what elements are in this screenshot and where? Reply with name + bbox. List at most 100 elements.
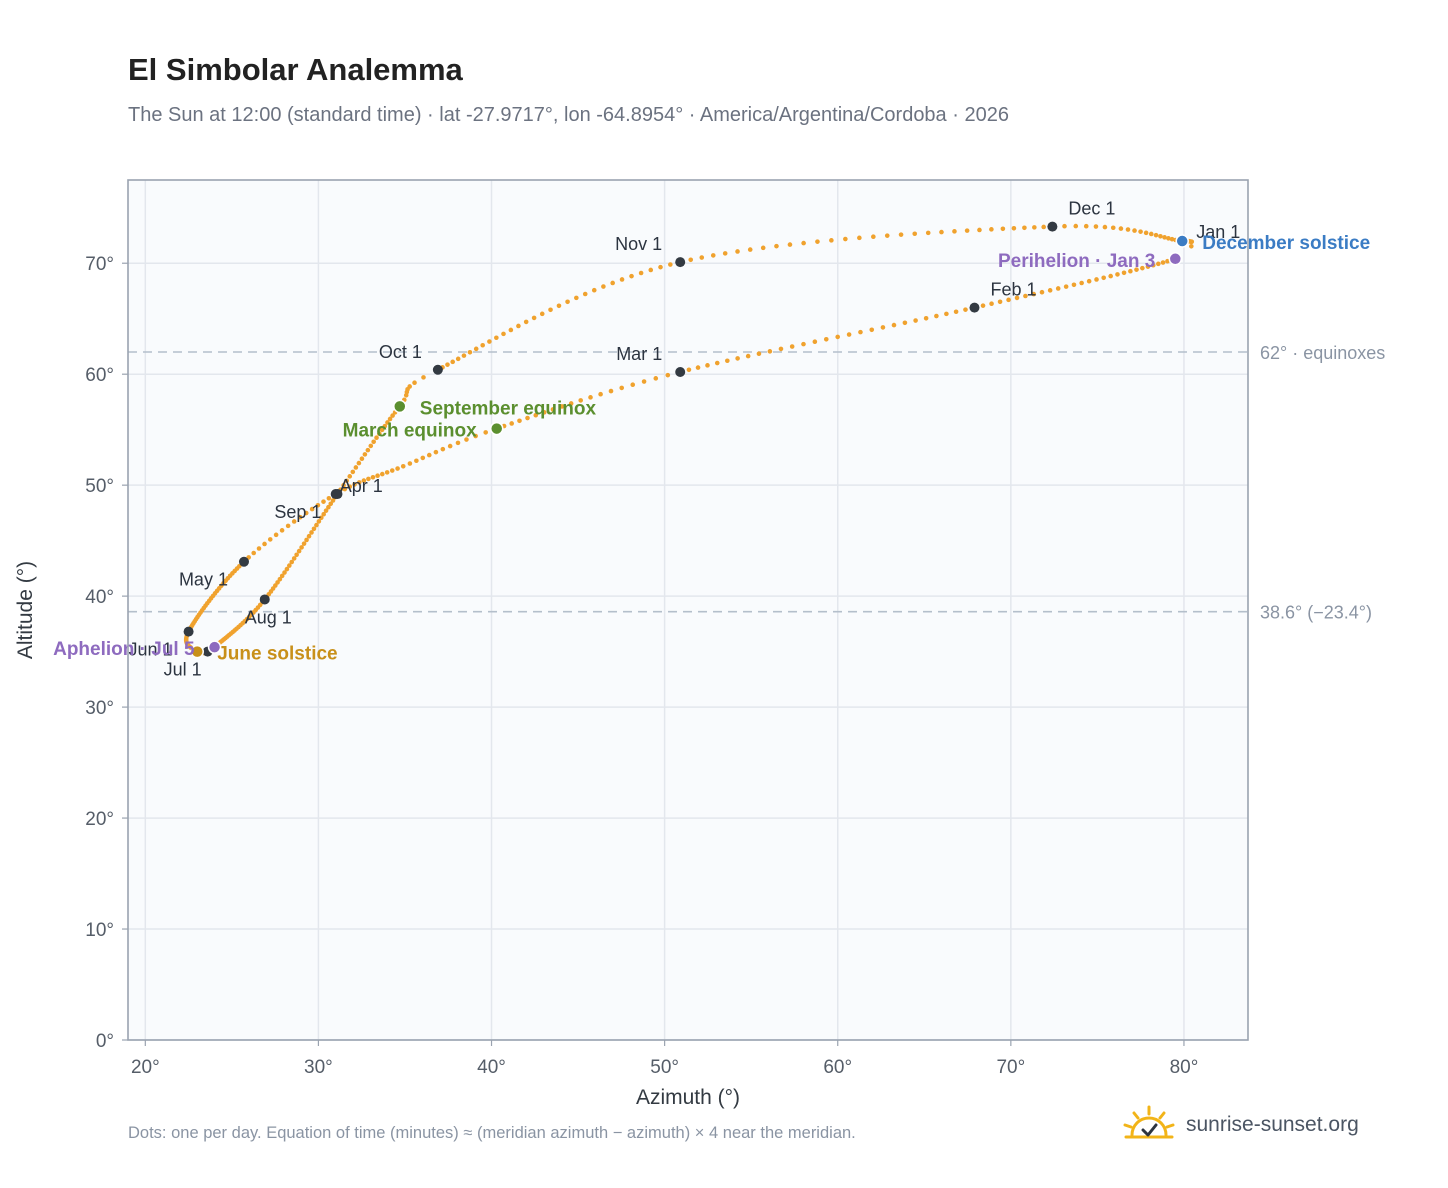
daily-dot (835, 334, 840, 340)
event-marker (489, 421, 504, 436)
daily-dot (299, 545, 304, 550)
daily-dot (275, 580, 280, 585)
daily-dot (389, 468, 395, 473)
month-marker-label: Apr 1 (340, 476, 383, 496)
daily-dot (1022, 225, 1027, 231)
daily-dot (653, 376, 659, 381)
daily-dot (289, 559, 295, 565)
daily-dot (1165, 258, 1170, 264)
daily-dot (282, 570, 287, 575)
daily-dot (1073, 223, 1079, 229)
daily-dot (884, 233, 890, 238)
daily-dot (705, 363, 710, 368)
daily-dot (1011, 225, 1017, 231)
daily-dot (1006, 297, 1011, 303)
daily-dot (1140, 265, 1145, 271)
daily-dot (1145, 264, 1151, 269)
daily-dot (789, 344, 795, 349)
month-marker-label: Feb 1 (990, 280, 1036, 300)
daily-dot (608, 388, 614, 394)
daily-dot (1063, 284, 1069, 289)
daily-dot (710, 253, 716, 258)
daily-dot (944, 311, 949, 317)
daily-dot (801, 341, 806, 347)
daily-dot (629, 273, 634, 279)
event-label: March equinox (343, 421, 478, 442)
daily-dot (433, 449, 439, 455)
daily-dot (291, 519, 297, 524)
daily-dot (370, 475, 376, 480)
chart-title: El Simbolar Analemma (128, 52, 463, 87)
daily-dot (964, 228, 970, 233)
daily-dot (314, 522, 319, 528)
brand-text[interactable]: sunrise-sunset.org (1186, 1113, 1359, 1136)
daily-dot (1118, 226, 1124, 231)
daily-dot (256, 546, 262, 551)
daily-dot (494, 335, 499, 341)
daily-dot (913, 318, 918, 323)
y-tick-label: 50° (85, 476, 114, 497)
brand[interactable]: sunrise-sunset.org (1120, 1102, 1359, 1148)
daily-dot (303, 510, 309, 516)
daily-dot (541, 410, 547, 415)
daily-dot (382, 423, 388, 429)
daily-dot (384, 470, 390, 475)
daily-dot (371, 439, 376, 445)
daily-dot (1102, 224, 1108, 230)
daily-dot (467, 350, 473, 355)
daily-dot (273, 532, 279, 538)
daily-dot (1062, 223, 1067, 229)
daily-dot (461, 353, 467, 358)
daily-dot (1023, 293, 1028, 299)
daily-dot (871, 234, 876, 240)
daily-dot (1162, 235, 1167, 240)
plot-area (128, 180, 1248, 1040)
daily-dot (548, 307, 553, 313)
x-tick-label: 60° (823, 1057, 852, 1078)
x-tick-label: 80° (1170, 1057, 1199, 1078)
daily-dot (1094, 277, 1099, 282)
month-marker-label: Nov 1 (615, 234, 662, 254)
y-axis-label: Altitude (°) (14, 561, 37, 659)
daily-dot (556, 303, 562, 309)
daily-dot (565, 299, 570, 305)
daily-dot (1086, 278, 1092, 284)
daily-dot (1125, 227, 1131, 232)
daily-dot (1071, 282, 1077, 288)
daily-dot (319, 515, 324, 521)
daily-dot (1093, 224, 1099, 229)
daily-dot (980, 303, 986, 308)
daily-dot (989, 227, 994, 232)
daily-dot (412, 380, 417, 386)
daily-dot (1132, 228, 1137, 233)
daily-dot (801, 240, 806, 246)
daily-dot (559, 404, 565, 409)
daily-dot (1134, 267, 1139, 272)
event-markers: December solstice Perihelion · Jan 3 Septe… (53, 233, 1370, 665)
daily-dot (891, 322, 897, 328)
daily-dot (1156, 261, 1161, 267)
daily-dot (407, 461, 413, 466)
month-marker (332, 489, 343, 500)
daily-dot (1150, 262, 1156, 268)
daily-dot (387, 416, 393, 422)
daily-dot (523, 319, 529, 325)
month-marker (969, 302, 980, 313)
daily-dot (366, 476, 371, 482)
daily-dot (787, 242, 793, 247)
daily-dot (1110, 225, 1116, 231)
y-tick-label: 10° (85, 920, 114, 941)
daily-dot (1189, 244, 1194, 249)
daily-dot (480, 342, 485, 348)
daily-dot (610, 280, 615, 286)
daily-dot (1148, 231, 1154, 237)
daily-dot (912, 231, 918, 237)
daily-dot (501, 331, 506, 337)
daily-dot (362, 452, 368, 457)
daily-dot (321, 499, 326, 504)
daily-dot (377, 431, 382, 437)
daily-dot (843, 236, 848, 242)
daily-dot (533, 412, 539, 418)
daily-dot (1101, 275, 1106, 281)
daily-dot (508, 327, 514, 333)
